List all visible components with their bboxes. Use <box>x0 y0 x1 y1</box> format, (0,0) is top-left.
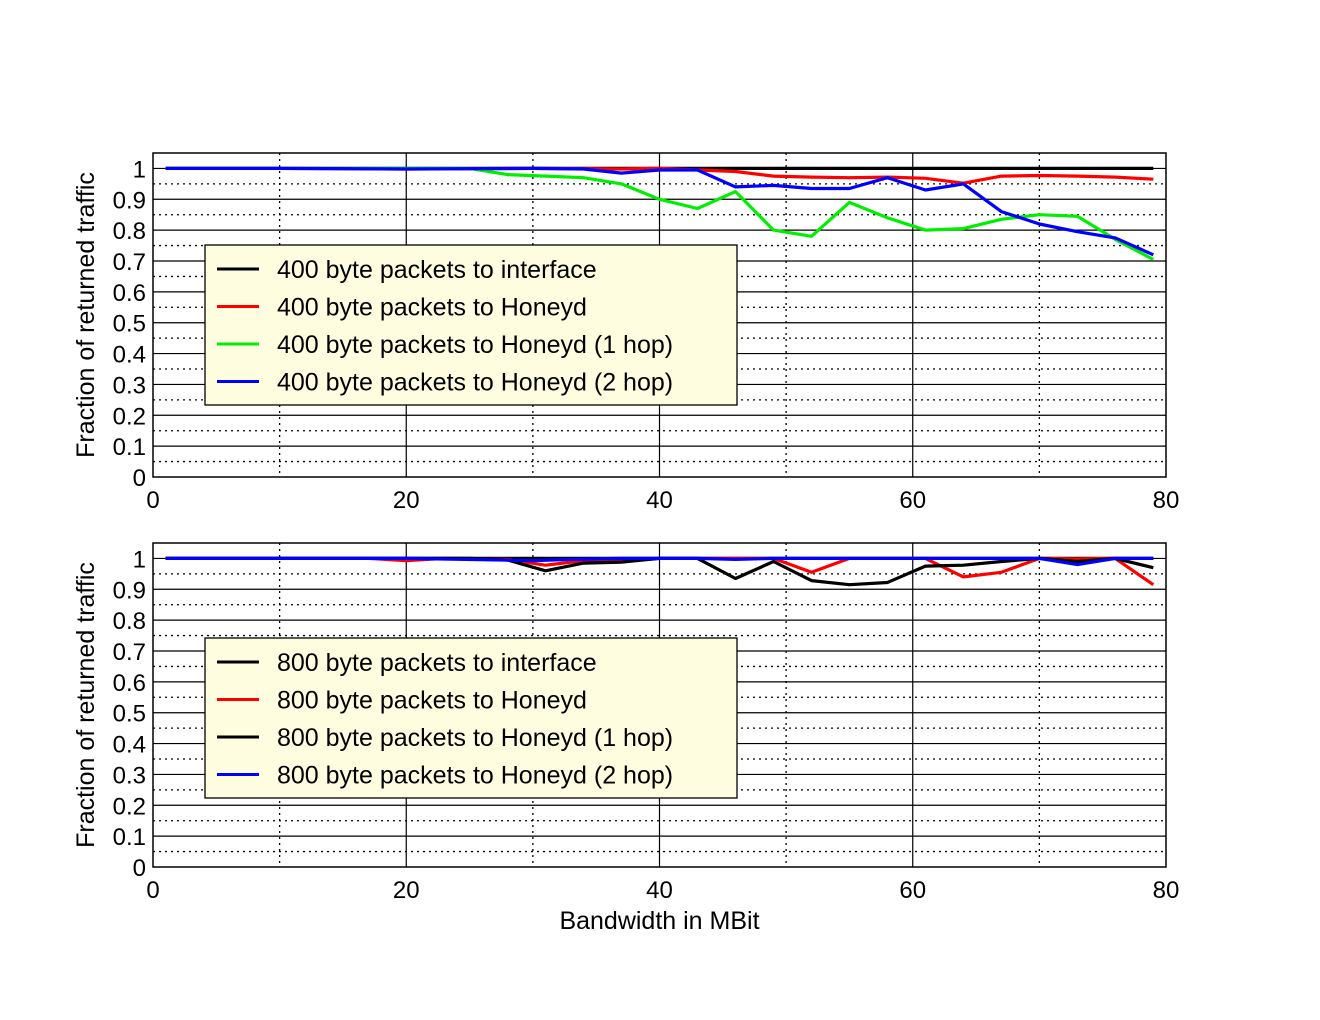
legend-entry: 800 byte packets to Honeyd (1 hop) <box>277 724 673 752</box>
legend-box <box>204 244 738 406</box>
x-tick-label: 20 <box>393 487 420 514</box>
x-tick-label: 80 <box>1153 877 1180 904</box>
legend: 800 byte packets to interface 800 byte pa… <box>204 637 738 799</box>
series-line-4 <box>165 556 1154 567</box>
legend-entry: 400 byte packets to interface <box>277 256 597 284</box>
y-tick-label: 0.6 <box>113 670 146 697</box>
x-tick-label: 20 <box>393 877 420 904</box>
x-tick-label: 40 <box>646 877 673 904</box>
y-tick-label: 0.2 <box>113 403 146 430</box>
legend-entry: 400 byte packets to Honeyd (2 hop) <box>277 369 673 397</box>
x-axis-label: Bandwidth in MBit <box>559 907 759 935</box>
y-tick-labels: 0 0.1 0.2 0.3 0.4 0.5 0.6 0.7 0.8 0.9 1 <box>113 546 146 882</box>
y-tick-label: 0.3 <box>113 372 146 399</box>
axes-frame <box>152 542 1167 868</box>
x-tick-label: 60 <box>899 487 926 514</box>
x-tick-label: 40 <box>646 487 673 514</box>
legend: 400 byte packets to interface 400 byte pa… <box>204 244 738 406</box>
y-tick-label: 0.9 <box>113 577 146 604</box>
chart-panel-2: 0 20 40 60 8000.10.20.30.40.50.60.70.80.91Fr… <box>72 542 1179 935</box>
x-tick-label: 0 <box>146 487 159 514</box>
legend-entry: 800 byte packets to interface <box>277 649 597 677</box>
legend-entry: 400 byte packets to Honeyd (1 hop) <box>277 331 673 359</box>
y-tick-label: 0.3 <box>113 762 146 789</box>
y-axis-label: Fraction of returned traffic <box>72 172 100 458</box>
y-tick-label: 0.1 <box>113 434 146 461</box>
y-tick-label: 0.7 <box>113 639 146 666</box>
series-lines <box>165 556 1155 587</box>
x-tick-label: 80 <box>1153 487 1180 514</box>
y-tick-label: 0 <box>133 855 146 882</box>
y-tick-label: 0.9 <box>113 187 146 214</box>
y-tick-label: 0.4 <box>113 342 146 369</box>
y-tick-label: 0 <box>133 465 146 492</box>
y-tick-label: 0.8 <box>113 608 146 635</box>
legend-entry: 400 byte packets to Honeyd <box>277 294 587 322</box>
y-tick-label: 1 <box>133 156 146 183</box>
x-tick-label: 0 <box>146 877 159 904</box>
y-tick-label: 0.8 <box>113 218 146 245</box>
y-tick-label: 0.2 <box>113 793 146 820</box>
y-tick-label: 0.1 <box>113 824 146 851</box>
legend-entry: 800 byte packets to Honeyd (2 hop) <box>277 762 673 790</box>
y-tick-labels: 0 0.1 0.2 0.3 0.4 0.5 0.6 0.7 0.8 0.9 1 <box>113 156 146 492</box>
y-tick-label: 0.6 <box>113 280 146 307</box>
x-tick-labels: 0 20 40 60 80 <box>146 487 1179 514</box>
y-tick-label: 0.4 <box>113 732 146 759</box>
series-line-4 <box>165 166 1154 257</box>
y-tick-label: 0.5 <box>113 701 146 728</box>
chart-panel-1: 0 20 40 60 8000.10.20.30.40.50.60.70.80.91Fr… <box>72 152 1179 514</box>
y-tick-label: 0.5 <box>113 311 146 338</box>
x-tick-label: 60 <box>899 877 926 904</box>
legend-entry: 800 byte packets to Honeyd <box>277 687 587 715</box>
y-axis-label: Fraction of returned traffic <box>72 562 100 848</box>
legend-box <box>204 637 738 799</box>
y-tick-label: 1 <box>133 546 146 573</box>
y-tick-label: 0.7 <box>113 249 146 276</box>
x-tick-labels: 0 20 40 60 80 <box>146 877 1179 904</box>
axes-frame <box>152 152 1167 478</box>
series-lines <box>165 166 1155 261</box>
